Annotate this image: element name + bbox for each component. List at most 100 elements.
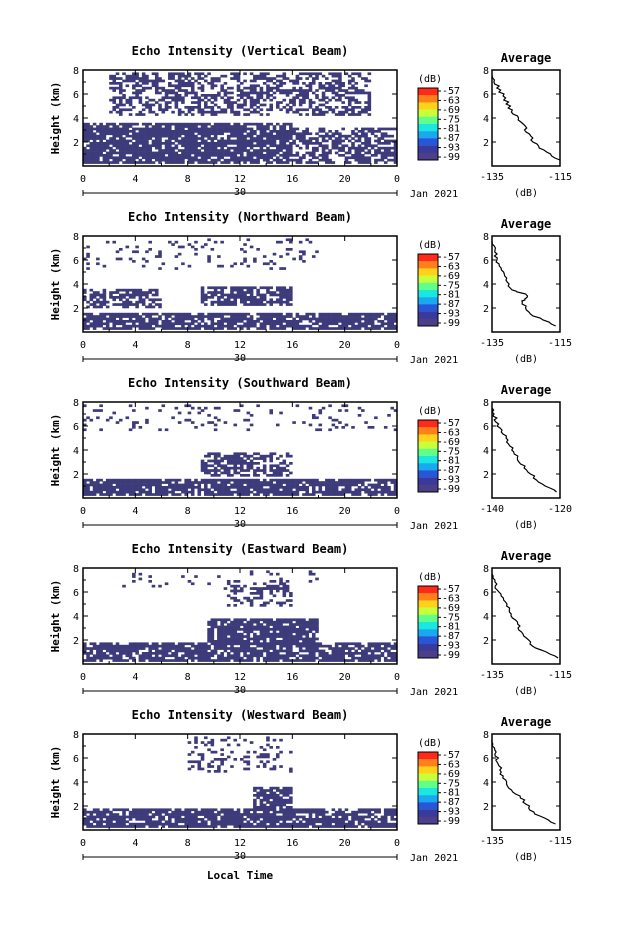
echo-cell	[132, 149, 136, 152]
echo-cell	[295, 652, 300, 655]
echo-cell	[161, 656, 166, 660]
echo-cell	[194, 130, 198, 133]
echo-cell	[338, 82, 342, 85]
echo-cell	[236, 637, 241, 641]
echo-cell	[83, 125, 87, 128]
echo-cell	[364, 91, 368, 95]
echo-cell	[272, 632, 277, 636]
echo-cell	[341, 127, 345, 131]
echo-cell	[259, 103, 264, 107]
echo-cell	[96, 656, 100, 660]
echo-cell	[128, 293, 133, 297]
echo-cell	[367, 488, 372, 492]
echo-cell	[285, 642, 290, 646]
echo-cell	[194, 158, 198, 162]
echo-cell	[217, 77, 221, 80]
echo-cell	[86, 483, 90, 487]
echo-cell	[262, 298, 267, 302]
echo-cell	[364, 106, 368, 109]
echo-cell	[197, 649, 202, 653]
echo-cell	[318, 130, 323, 133]
echo-cell	[158, 77, 162, 80]
echo-cell	[289, 623, 293, 626]
echo-cell	[367, 158, 372, 162]
echo-cell	[122, 312, 126, 316]
echo-cell	[256, 649, 260, 653]
echo-cell	[125, 300, 130, 304]
echo-cell	[200, 108, 205, 112]
echo-cell	[295, 312, 300, 316]
echo-cell	[154, 493, 159, 496]
echo-cell	[190, 406, 195, 410]
echo-cell	[128, 490, 133, 494]
echo-cell	[125, 79, 130, 83]
echo-cell	[128, 327, 133, 330]
echo-cell	[249, 154, 254, 157]
echo-cell	[285, 293, 290, 297]
echo-cell	[249, 137, 254, 140]
echo-cell	[256, 652, 260, 655]
echo-cell	[269, 151, 274, 155]
echo-cell	[230, 625, 234, 629]
echo-cell	[230, 620, 234, 624]
echo-cell	[118, 144, 123, 148]
echo-cell	[334, 317, 339, 321]
echo-cell	[210, 493, 215, 496]
echo-cell	[177, 82, 182, 85]
echo-cell	[138, 327, 143, 330]
echo-cell	[246, 142, 251, 145]
echo-cell	[220, 481, 224, 484]
echo-cell	[367, 478, 372, 482]
echo-cell	[341, 649, 345, 653]
echo-cell	[256, 493, 260, 496]
echo-cell	[292, 478, 296, 482]
echo-cell	[86, 125, 90, 128]
echo-cell	[125, 125, 130, 128]
echo-cell	[226, 604, 231, 607]
echo-cell	[315, 322, 319, 326]
echo-cell	[275, 317, 280, 321]
echo-cell	[367, 312, 372, 316]
echo-cell	[318, 312, 323, 316]
echo-cell	[236, 137, 241, 140]
echo-cell	[285, 146, 290, 150]
echo-cell	[387, 649, 391, 653]
echo-cell	[190, 86, 195, 90]
echo-cell	[344, 659, 349, 662]
echo-cell	[282, 459, 287, 463]
echo-cell	[253, 469, 257, 472]
echo-cell	[279, 640, 283, 643]
echo-cell	[387, 327, 391, 330]
echo-cell	[259, 72, 264, 76]
echo-cell	[187, 84, 192, 88]
echo-cell	[109, 315, 113, 318]
echo-cell	[262, 481, 267, 484]
echo-cell	[246, 656, 251, 660]
echo-cell	[83, 478, 87, 482]
echo-cell	[285, 649, 290, 653]
echo-cell	[217, 628, 221, 631]
echo-cell	[321, 113, 326, 116]
echo-cell	[125, 490, 130, 494]
echo-cell	[132, 260, 136, 263]
echo-cell	[275, 654, 280, 658]
echo-cell	[151, 644, 156, 648]
echo-cell	[272, 127, 277, 131]
echo-cell	[112, 644, 117, 648]
echo-cell	[194, 144, 198, 148]
echo-cell	[279, 288, 283, 292]
echo-cell	[256, 635, 260, 638]
echo-cell	[145, 127, 149, 131]
echo-cell	[200, 151, 205, 155]
echo-cell	[86, 647, 90, 650]
echo-cell	[187, 312, 192, 316]
echo-cell	[331, 134, 336, 138]
echo-cell	[308, 483, 313, 487]
echo-cell	[341, 647, 345, 650]
echo-cell	[351, 320, 355, 323]
echo-cell	[145, 656, 149, 660]
echo-cell	[217, 327, 221, 330]
echo-cell	[308, 151, 313, 155]
echo-cell	[236, 409, 241, 412]
echo-cell	[118, 315, 123, 318]
